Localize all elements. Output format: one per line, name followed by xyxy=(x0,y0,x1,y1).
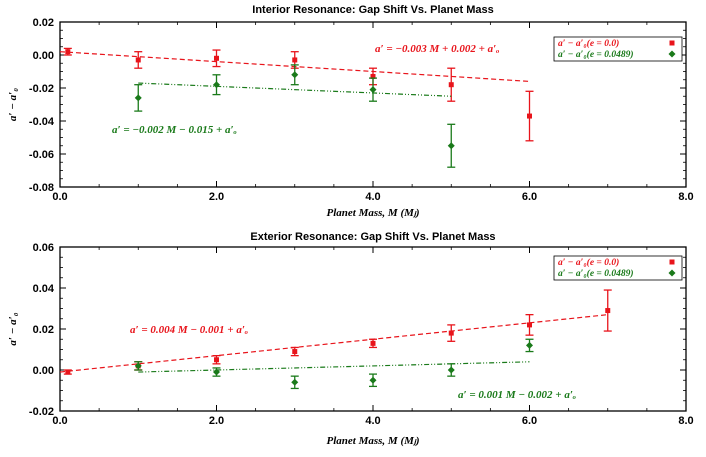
fit-equation: a′ = 0.004 M − 0.001 + a′ₒ xyxy=(130,324,248,336)
x-tick-label: 2.0 xyxy=(209,415,224,427)
data-point xyxy=(605,308,611,314)
data-point xyxy=(447,142,455,150)
data-point xyxy=(448,82,454,88)
fit-line xyxy=(59,314,608,373)
y-tick-label: 0.06 xyxy=(33,242,54,254)
legend-label: a′ − a′₀(e = 0.0489) xyxy=(558,49,634,60)
legend-label: a′ − a′₀(e = 0.0489) xyxy=(558,268,634,279)
legend-label: a′ − a′₀(e = 0.0) xyxy=(558,257,619,268)
data-point xyxy=(213,81,220,89)
fit-line xyxy=(138,82,452,97)
legend-box xyxy=(553,36,683,62)
y-axis-label: a′ − a′₀ xyxy=(7,312,19,345)
legend-box xyxy=(553,255,683,281)
data-point xyxy=(448,330,454,336)
interior-resonance-plot: Interior Resonance: Gap Shift Vs. Planet… xyxy=(7,4,694,219)
data-point xyxy=(291,378,299,386)
fit-equation: a′ = 0.001 M − 0.002 + a′ₒ xyxy=(458,389,576,401)
series-e0489 xyxy=(134,64,456,168)
series-e0489 xyxy=(134,338,534,390)
x-tick-label: 6.0 xyxy=(522,415,537,427)
x-tick-label: 4.0 xyxy=(365,415,380,427)
x-tick-label: 0.0 xyxy=(52,415,67,427)
data-point xyxy=(370,73,376,79)
x-tick-label: 6.0 xyxy=(522,191,537,203)
data-point xyxy=(447,366,455,374)
fit-equation: a′ = −0.003 M + 0.002 + a′ₒ xyxy=(375,43,499,55)
data-point xyxy=(292,57,298,63)
legend-label: a′ − a′₀(e = 0.0) xyxy=(558,38,619,49)
y-tick-label: -0.08 xyxy=(29,182,54,194)
fit-line xyxy=(138,361,530,373)
data-point xyxy=(214,357,219,363)
x-tick-label: 0.0 xyxy=(52,191,67,203)
legend-marker xyxy=(669,259,675,265)
data-point xyxy=(370,340,376,346)
x-tick-label: 8.0 xyxy=(678,191,693,203)
fit-equation: a′ = −0.002 M − 0.015 + a′ₒ xyxy=(112,124,237,136)
data-point xyxy=(135,57,141,63)
exterior-resonance-plot: Exterior Resonance: Gap Shift Vs. Planet… xyxy=(7,231,694,447)
legend-marker xyxy=(669,40,675,46)
y-tick-label: 0.02 xyxy=(33,324,54,336)
legend: a′ − a′₀(e = 0.0)a′ − a′₀(e = 0.0489) xyxy=(553,36,683,62)
legend-marker xyxy=(668,50,676,58)
data-point xyxy=(291,71,299,79)
data-point xyxy=(369,86,377,94)
legend-marker xyxy=(668,269,676,277)
y-tick-label: -0.02 xyxy=(29,83,54,95)
chart-title: Interior Resonance: Gap Shift Vs. Planet… xyxy=(252,4,493,16)
data-point xyxy=(527,113,532,119)
data-point xyxy=(214,55,219,61)
y-tick-label: -0.06 xyxy=(29,149,54,161)
chart-title: Exterior Resonance: Gap Shift Vs. Planet… xyxy=(250,231,495,243)
data-point xyxy=(369,376,377,384)
data-point xyxy=(292,349,298,355)
y-tick-label: -0.02 xyxy=(29,406,54,418)
y-axis-label: a′ − a′₀ xyxy=(7,88,19,121)
x-tick-label: 8.0 xyxy=(678,415,693,427)
data-point xyxy=(213,368,220,376)
y-tick-label: 0.00 xyxy=(33,50,54,62)
data-point xyxy=(65,49,71,55)
y-tick-label: -0.04 xyxy=(29,116,55,128)
y-tick-label: 0.04 xyxy=(33,283,55,295)
data-point xyxy=(527,322,532,328)
y-tick-label: 0.02 xyxy=(33,17,54,29)
x-tick-label: 2.0 xyxy=(209,191,224,203)
x-axis-label: Planet Mass, M (Mⱼ) xyxy=(327,435,420,447)
data-point xyxy=(526,341,533,349)
data-point xyxy=(134,362,142,370)
x-axis-label: Planet Mass, M (Mⱼ) xyxy=(327,207,420,219)
legend: a′ − a′₀(e = 0.0)a′ − a′₀(e = 0.0489) xyxy=(553,255,683,281)
x-tick-label: 4.0 xyxy=(365,191,380,203)
data-point xyxy=(65,369,71,375)
y-tick-label: 0.00 xyxy=(33,365,54,377)
data-point xyxy=(134,94,142,102)
